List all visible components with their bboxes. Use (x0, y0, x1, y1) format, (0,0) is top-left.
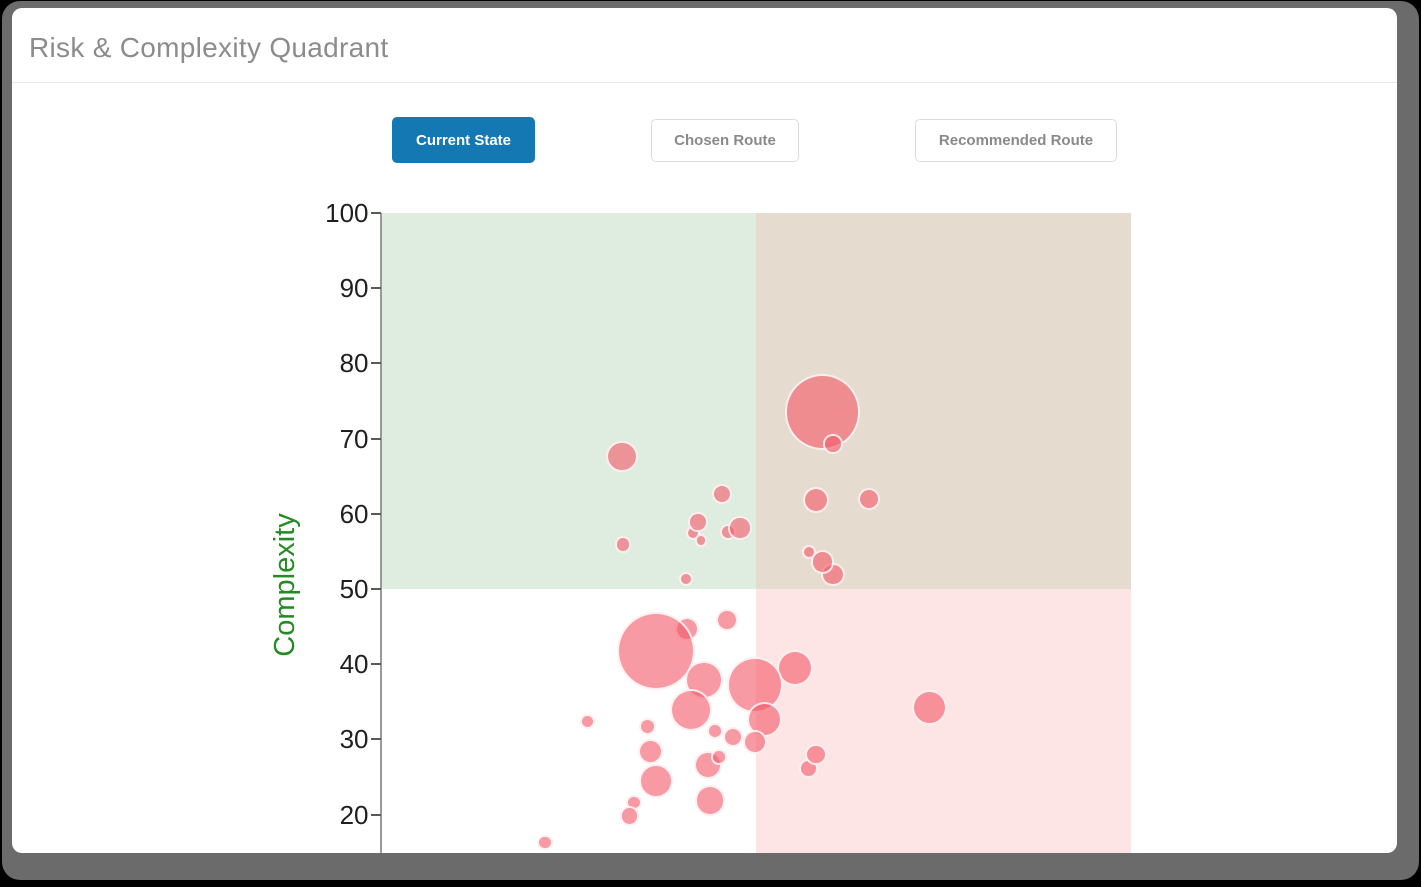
bubble-point[interactable] (801, 545, 817, 560)
y-tick-mark (370, 663, 381, 666)
y-tick-mark (370, 588, 381, 590)
y-tick-label: 80 (339, 348, 369, 379)
bubble-point[interactable] (716, 608, 739, 631)
quadrant-bottom-right (755, 589, 1132, 853)
y-tick-mark (370, 738, 381, 741)
bubble-point[interactable] (678, 572, 694, 587)
bubble-point[interactable] (804, 743, 827, 766)
y-tick-label: 50 (339, 574, 369, 604)
bubble-point[interactable] (743, 729, 768, 754)
y-tick-label: 40 (339, 649, 369, 680)
bubble-point[interactable] (711, 748, 727, 765)
y-tick-mark (370, 813, 381, 816)
bubble-point[interactable] (723, 727, 744, 748)
y-tick-label: 20 (339, 799, 369, 830)
bubble-point[interactable] (694, 784, 726, 816)
bubble-point[interactable] (911, 690, 947, 726)
bubble-point[interactable] (747, 702, 783, 738)
y-tick-label: 60 (339, 498, 369, 529)
page-title: Risk & Complexity Quadrant (29, 32, 389, 63)
header-divider (12, 82, 1397, 83)
y-axis-line (379, 213, 382, 853)
y-tick-mark (370, 287, 381, 290)
y-tick-mark (370, 212, 381, 214)
dashboard-card: Risk & Complexity Quadrant Current State… (12, 8, 1397, 853)
bubble-point[interactable] (857, 487, 881, 511)
y-axis-title: Complexity (269, 513, 301, 657)
bubble-point[interactable] (685, 661, 723, 699)
y-tick-mark (370, 437, 381, 440)
y-tick-label: 30 (339, 724, 369, 755)
bubble-point[interactable] (639, 763, 673, 798)
bubble-point[interactable] (688, 512, 708, 532)
bubble-point[interactable] (784, 374, 861, 451)
y-tick-mark (370, 362, 381, 365)
bubble-chart: 100 90 80 70 60 50 40 30 20 (12, 8, 1397, 853)
bubble-point[interactable] (776, 649, 813, 686)
tab-current-state[interactable]: Current State (392, 117, 535, 163)
bubble-point[interactable] (823, 434, 843, 454)
bubble-point[interactable] (728, 516, 752, 540)
bubble-point[interactable] (707, 723, 724, 739)
bubble-point[interactable] (639, 717, 657, 736)
tab-chosen-route[interactable]: Chosen Route (651, 119, 799, 162)
bubble-point[interactable] (537, 834, 553, 851)
bubble-point[interactable] (810, 550, 835, 574)
bubble-point[interactable] (711, 484, 733, 505)
y-tick-mark (370, 512, 381, 515)
y-tick-label: 70 (339, 423, 369, 454)
bubble-point[interactable] (694, 534, 708, 548)
bubble-point[interactable] (606, 440, 638, 473)
bubble-point[interactable] (616, 611, 695, 690)
bubble-point[interactable] (580, 713, 596, 729)
bubble-point[interactable] (619, 806, 640, 826)
bubble-point[interactable] (637, 738, 664, 765)
y-tick-label: 100 (325, 198, 369, 228)
bubble-point[interactable] (614, 536, 632, 553)
tab-recommended-route[interactable]: Recommended Route (915, 119, 1117, 162)
bubble-point[interactable] (670, 689, 713, 732)
y-tick-label: 90 (339, 273, 369, 304)
bubble-point[interactable] (802, 487, 829, 514)
